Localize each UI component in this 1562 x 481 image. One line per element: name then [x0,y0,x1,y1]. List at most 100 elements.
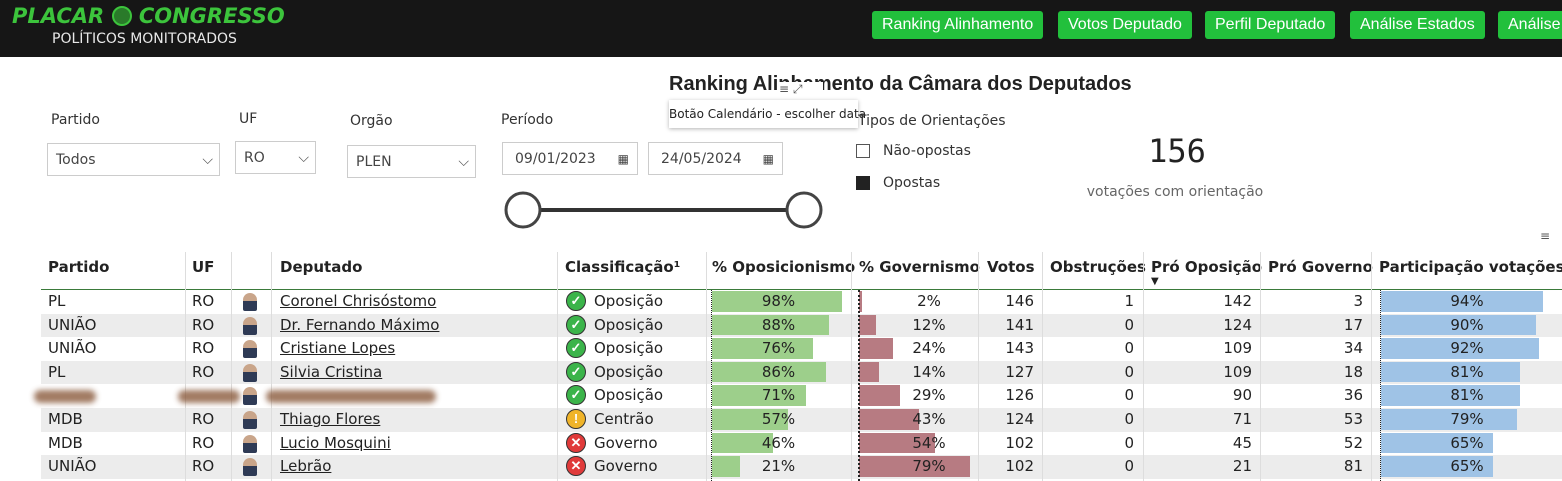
row-background [41,408,1562,432]
blurred-text [34,390,96,404]
slider-handle[interactable] [785,191,823,229]
avatar [243,340,257,359]
bar-axis [858,290,860,481]
cell-pro_government: 36 [1343,386,1363,405]
cell-uf: RO [192,457,215,476]
column-divider [271,252,272,481]
cell-pro_government: 17 [1343,315,1363,334]
column-divider [1042,252,1043,481]
bar [712,338,814,359]
cell-obstructions: 0 [1124,457,1134,476]
bar-label: 90% [1450,315,1484,334]
deputy-link[interactable]: Silvia Cristina [280,362,383,381]
bar-label: 88% [761,315,796,334]
bar [712,409,788,430]
cell-pro_opposition: 21 [1232,457,1252,476]
dropdown[interactable]: RO ⌵ [235,141,316,174]
column-header: Pró Oposição [1151,258,1263,276]
bar-label: 24% [912,339,946,358]
cell-votes: 126 [1005,386,1034,405]
cell-class: Governo [594,457,658,476]
class-icon: ✕ [566,456,586,477]
bar-label: 76% [761,339,796,358]
deputy-link[interactable]: Cristiane Lopes [280,339,396,358]
filter-icon[interactable]: ≡ [1540,229,1551,243]
column-header: Partido [48,258,110,276]
cell-uf: RO [192,410,215,428]
deputy-link[interactable]: Thiago Flores [280,410,381,428]
nav-button[interactable]: Análise [1498,11,1562,39]
bar-label: 21% [761,457,796,476]
dropdown-value: PLEN [356,154,392,170]
cell-obstructions: 0 [1124,339,1134,358]
bar-label: 46% [761,433,796,452]
bar-label: 14% [912,362,946,381]
class-icon: ✓ [566,314,586,335]
column-divider [1260,252,1261,481]
deputy-link[interactable]: Lebrão [280,457,332,476]
avatar [243,387,257,406]
bar-label: 81% [1450,386,1484,405]
nav-button[interactable]: Votos Deputado [1058,11,1192,39]
bar-label: 12% [912,315,946,334]
logo-icon [111,6,132,26]
nav-button[interactable]: Ranking Alinhamento [872,11,1044,39]
visual-icons[interactable]: ≡ ⤢ [779,82,823,100]
bar [1381,314,1536,336]
deputy-link[interactable]: Dr. Fernando Máximo [280,315,440,334]
column-header: % Governismo [859,258,980,276]
checkbox[interactable] [856,176,870,190]
nav-button[interactable]: Perfil Deputado [1205,11,1336,39]
class-icon: ✓ [566,385,586,406]
cell-class: Oposição [594,315,664,334]
bar-label: 43% [912,410,946,428]
deputy-link[interactable]: Coronel Chrisóstomo [280,292,437,310]
cell-pro_government: 18 [1343,362,1363,381]
cell-class: Oposição [594,339,664,358]
column-divider [706,252,707,481]
column-header: UF [192,258,215,276]
avatar [243,434,257,453]
nav-button[interactable]: Análise Estados [1350,11,1485,39]
bar [712,385,807,406]
class-icon: ✓ [566,338,586,359]
column-header: Classificação¹ [565,258,681,276]
slider-handle[interactable] [504,191,542,229]
cell-obstructions: 0 [1124,315,1134,334]
bar-label: 57% [761,410,796,428]
dropdown-value: Todos [56,152,96,168]
dropdown[interactable]: Todos ⌵ [47,143,220,176]
column-divider [851,252,852,481]
cell-class: Oposição [594,362,664,381]
date-input[interactable]: 24/05/2024 ▦ [648,142,783,175]
bar-label: 92% [1450,339,1484,358]
cell-uf: RO [192,315,215,334]
cell-obstructions: 0 [1124,386,1134,405]
cell-uf: RO [192,292,215,310]
column-divider [1371,252,1372,481]
cell-votes: 141 [1005,315,1034,334]
bar [1381,361,1521,383]
bar [859,385,900,406]
avatar [243,293,257,311]
bar [1381,338,1540,359]
bar [859,409,920,430]
cell-pro_opposition: 71 [1232,410,1252,428]
bar [1381,456,1493,477]
bar [712,456,740,477]
cell-party: MDB [48,433,83,452]
row-background [41,455,1562,479]
checkbox[interactable] [856,144,870,158]
date-input[interactable]: 09/01/2023 ▦ [502,142,638,175]
deputy-link[interactable]: Lucio Mosquini [280,433,391,452]
dropdown[interactable]: PLEN ⌵ [347,145,476,178]
cell-pro_opposition: 45 [1232,433,1252,452]
cell-obstructions: 0 [1124,362,1134,381]
cell-pro_government: 34 [1343,339,1363,358]
class-icon: ✓ [566,361,586,382]
bar [859,291,862,312]
logo-left: PLACAR [12,4,105,28]
bar [859,314,876,336]
date-slider[interactable] [500,188,830,234]
option-label: Não-opostas [883,143,971,159]
